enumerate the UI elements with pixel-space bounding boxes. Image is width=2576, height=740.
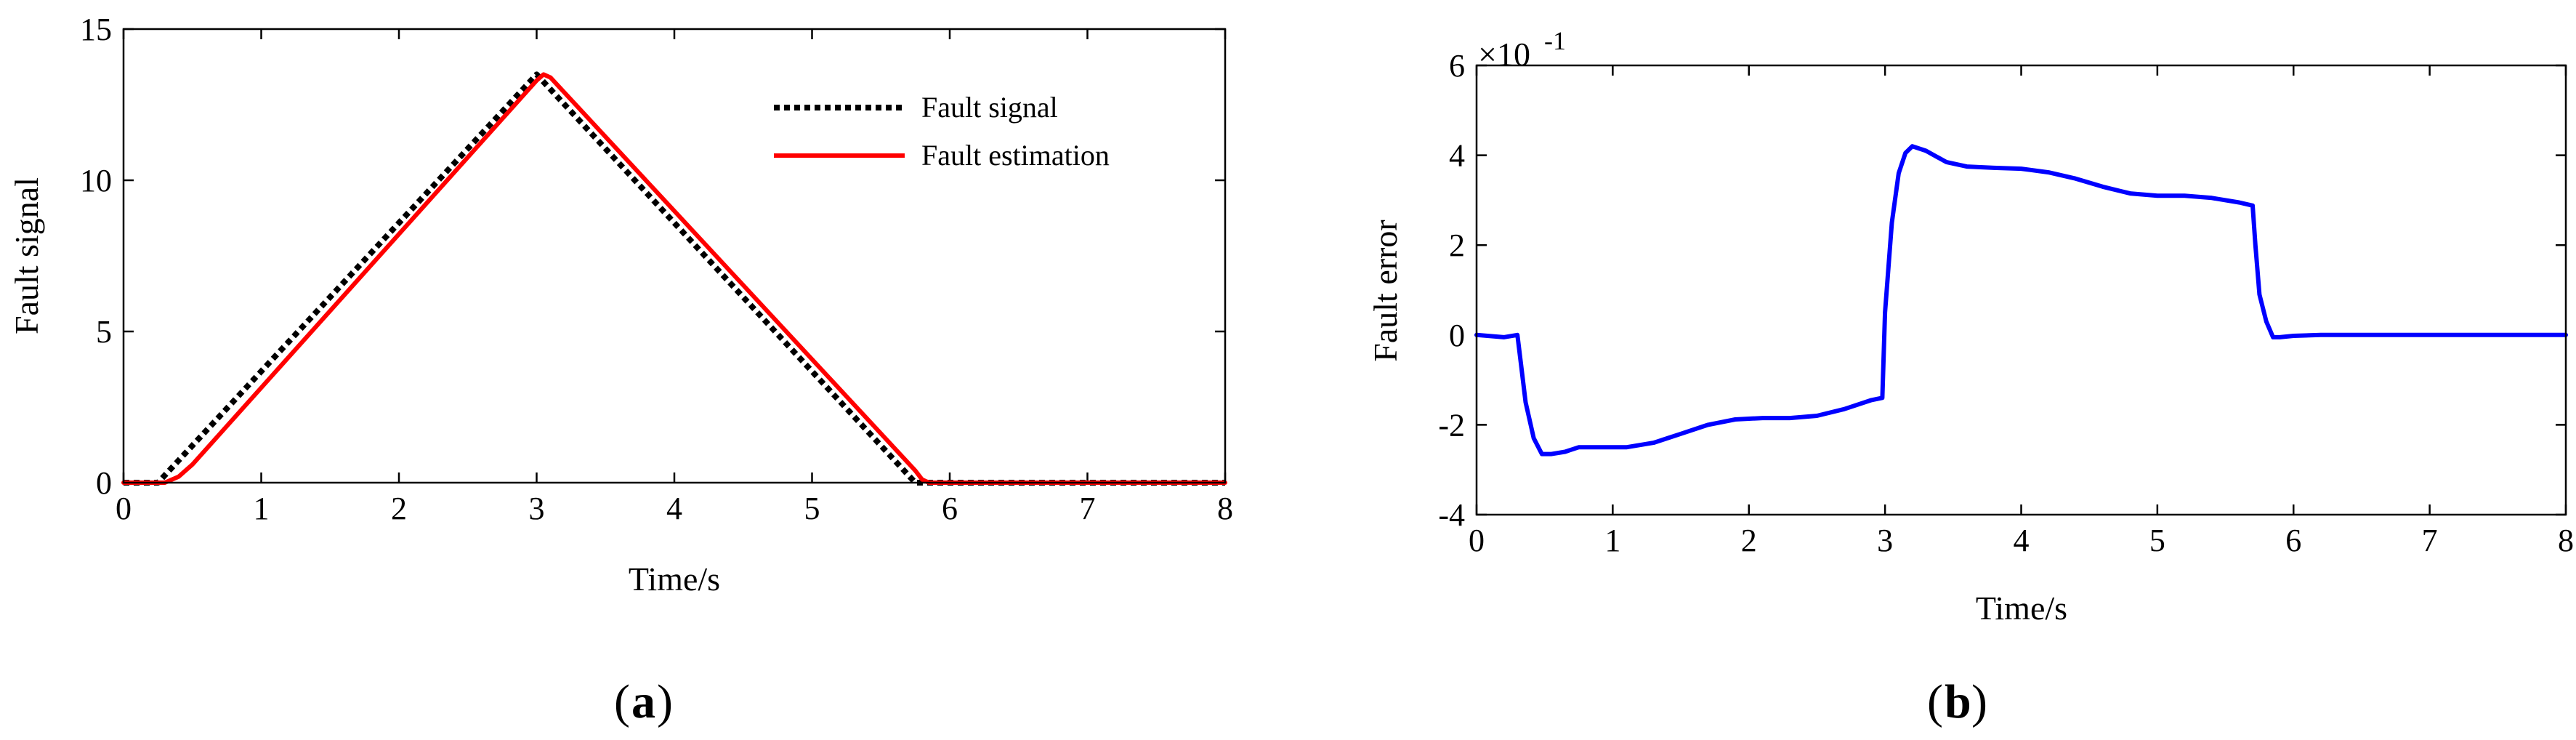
x-tick-label: 2 — [391, 491, 407, 526]
panel-b-letter: b — [1945, 675, 1971, 728]
panel-a-open-paren: ( — [614, 675, 630, 728]
x-tick-label: 8 — [2558, 523, 2574, 558]
panel-a-close-paren: ) — [657, 675, 673, 728]
panel-b-axes-frame — [1475, 64, 2567, 516]
x-tick-label: 3 — [1877, 523, 1893, 558]
x-tick-label: 1 — [254, 491, 270, 526]
panel-a: 0 1 2 3 4 5 6 7 8 0 5 10 15 Time/s Fault signal Faul… — [8, 12, 1233, 728]
x-tick-label: 0 — [1469, 523, 1485, 558]
x-tick-label: 8 — [1217, 491, 1233, 526]
x-tick-label: 7 — [1080, 491, 1096, 526]
panel-b: 0 1 2 3 4 5 6 7 8 -4 -2 0 2 4 6 Time/s Fault error ×10… — [1367, 26, 2574, 728]
x-tick-label: 0 — [116, 491, 132, 526]
x-tick-label: 2 — [1741, 523, 1757, 558]
series-line-a-fault-signal — [124, 71, 1225, 486]
series-line-a-fault-estimation — [121, 72, 1227, 485]
panel-a-series — [121, 71, 1227, 486]
panel-b-series — [1474, 144, 2568, 457]
y-tick-label: 0 — [1449, 318, 1465, 353]
y-tick-label: -4 — [1438, 497, 1465, 533]
panel-b-open-paren: ( — [1927, 675, 1943, 728]
x-tick-label: 6 — [2285, 523, 2301, 558]
series-line-b-series-0 — [1474, 144, 2568, 457]
scale-note-exponent: -1 — [1544, 26, 1566, 55]
legend-label-fault-estimation: Fault estimation — [921, 139, 1110, 172]
panel-a-letter: a — [631, 675, 655, 728]
y-tick-label: 6 — [1449, 48, 1465, 84]
panel-b-close-paren: ) — [1971, 675, 1987, 728]
y-tick-label: 5 — [96, 314, 112, 350]
panel-a-x-axis-label: Time/s — [629, 560, 720, 598]
panel-a-y-axis-label: Fault signal — [8, 177, 45, 334]
panel-b-caption: ( b ) — [1927, 675, 1987, 728]
panel-b-x-axis-label: Time/s — [1976, 590, 2067, 627]
panel-a-axes-frame — [122, 28, 1227, 484]
y-tick-label: 4 — [1449, 138, 1465, 174]
x-tick-label: 7 — [2422, 523, 2438, 558]
panel-a-caption: ( a ) — [614, 675, 673, 728]
panel-a-ticks: 0 1 2 3 4 5 6 7 8 0 5 10 15 — [80, 12, 1233, 526]
panel-b-ticks: 0 1 2 3 4 5 6 7 8 -4 -2 0 2 4 6 — [1438, 48, 2574, 558]
x-tick-label: 1 — [1604, 523, 1620, 558]
panel-b-y-axis-label: Fault error — [1367, 220, 1404, 361]
y-tick-label: 10 — [80, 163, 112, 198]
y-tick-label: 0 — [96, 465, 112, 501]
x-tick-label: 3 — [529, 491, 545, 526]
scale-note-base: ×10 — [1478, 36, 1530, 73]
x-tick-label: 5 — [804, 491, 820, 526]
legend-label-fault-signal: Fault signal — [921, 91, 1058, 124]
y-tick-label: 15 — [80, 12, 112, 47]
x-tick-label: 4 — [666, 491, 682, 526]
y-tick-label: -2 — [1438, 407, 1465, 443]
x-tick-label: 5 — [2149, 523, 2165, 558]
y-tick-label: 2 — [1449, 228, 1465, 263]
panel-b-scale-note: ×10 -1 — [1478, 26, 1566, 73]
x-tick-label: 4 — [2014, 523, 2030, 558]
x-tick-label: 6 — [942, 491, 958, 526]
panel-a-legend: Fault signal Fault estimation — [774, 91, 1110, 172]
